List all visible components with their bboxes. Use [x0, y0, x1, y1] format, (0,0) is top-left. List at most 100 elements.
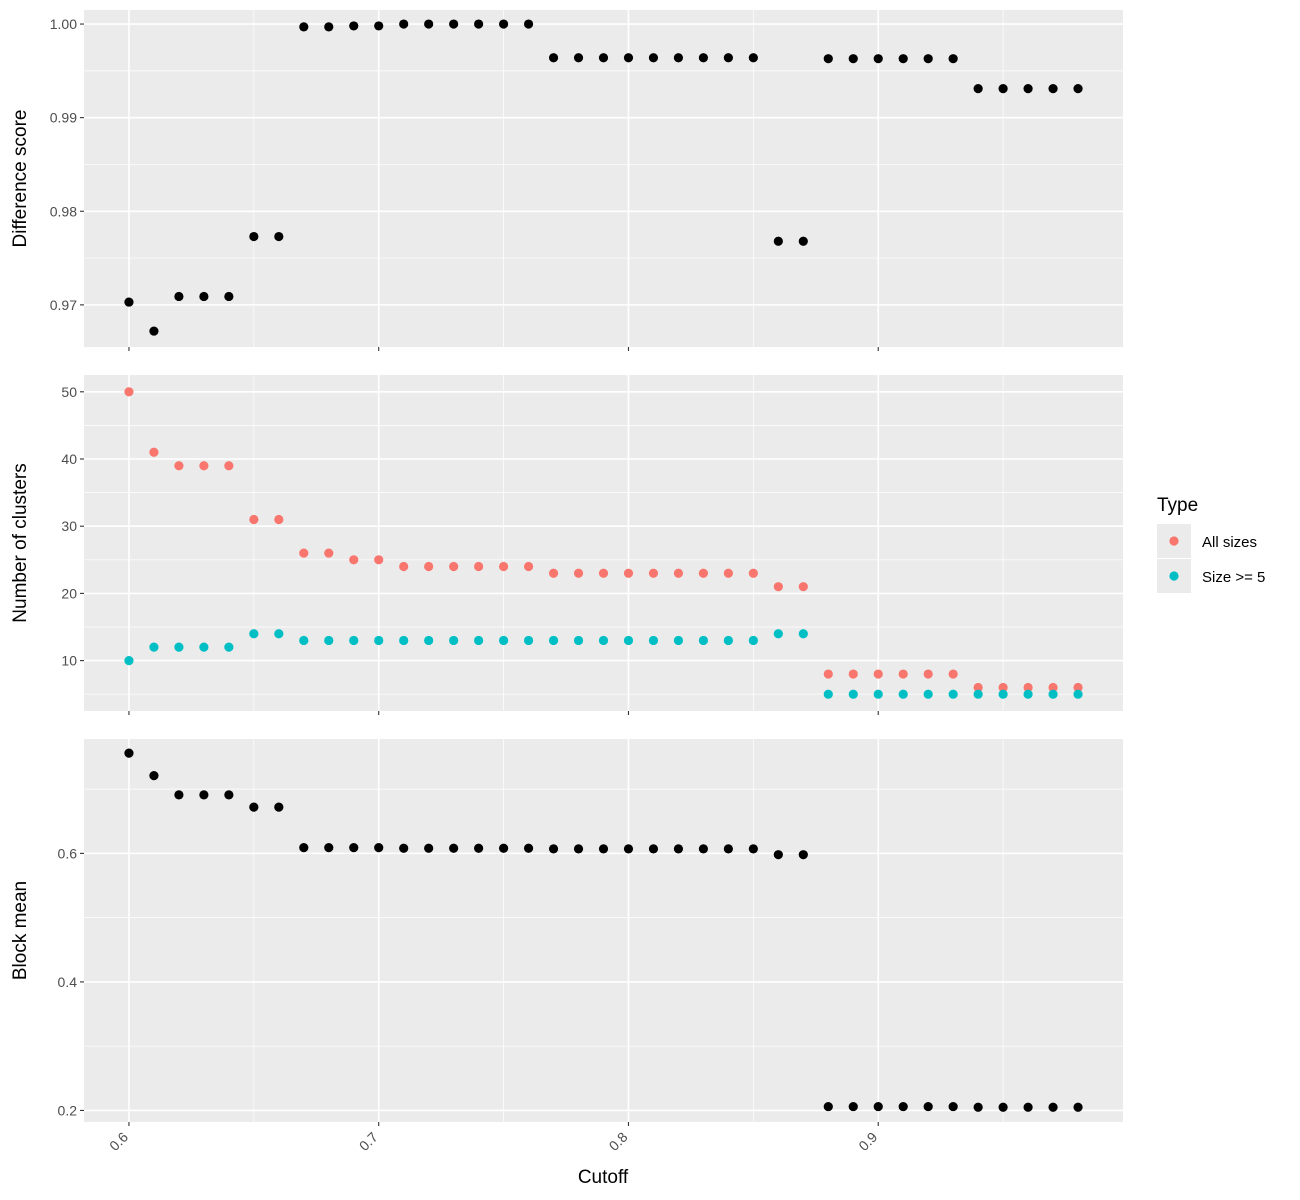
data-point — [748, 635, 758, 646]
data-point — [124, 387, 134, 397]
data-point — [923, 669, 933, 679]
data-point — [249, 802, 259, 812]
data-point — [399, 843, 409, 853]
y-tick-label: 50 — [61, 384, 77, 400]
data-point — [748, 53, 758, 63]
data-point — [873, 54, 883, 64]
legend-dot-all-sizes — [1169, 536, 1179, 546]
data-point — [573, 635, 584, 646]
data-point — [324, 548, 334, 558]
data-point — [399, 561, 409, 572]
y-tick-label: 40 — [61, 451, 77, 467]
data-point — [998, 1102, 1008, 1112]
data-point — [449, 635, 459, 646]
x-tick-label: 0.8 — [606, 1129, 631, 1154]
data-point — [1073, 84, 1083, 94]
x-tick-label: 0.6 — [106, 1129, 131, 1154]
data-point — [848, 54, 858, 64]
data-point — [299, 635, 309, 646]
data-point — [498, 843, 509, 853]
data-point — [399, 19, 409, 29]
data-point — [424, 561, 434, 572]
y-axis-title-block-mean: Block mean — [10, 881, 31, 980]
y-tick-label: 0.6 — [58, 845, 78, 861]
data-point — [449, 843, 459, 853]
data-point — [573, 844, 584, 854]
data-point — [623, 844, 634, 854]
data-point — [848, 1101, 858, 1112]
data-point — [648, 635, 659, 646]
data-point — [523, 635, 534, 646]
data-point — [199, 790, 209, 800]
y-tick-label: 20 — [61, 585, 77, 601]
series-size-5 — [124, 629, 1083, 699]
y-tick-label: 0.98 — [50, 203, 77, 219]
data-point — [548, 844, 559, 854]
data-point — [648, 844, 659, 854]
data-point — [399, 635, 409, 646]
y-tick-label: 10 — [61, 653, 77, 669]
x-tick-label: 0.9 — [855, 1129, 880, 1154]
data-point — [249, 629, 259, 639]
data-point — [249, 514, 259, 525]
data-point — [474, 843, 484, 853]
data-point — [898, 669, 908, 679]
legend-label-size-5: Size >= 5 — [1202, 569, 1265, 586]
data-point — [798, 850, 808, 860]
data-point — [673, 568, 684, 578]
data-point — [948, 669, 958, 679]
y-tick-label: 0.2 — [58, 1102, 78, 1118]
data-point — [548, 635, 559, 646]
data-point — [773, 582, 783, 592]
x-axis-title: Cutoff — [578, 1167, 629, 1188]
data-point — [498, 635, 509, 646]
data-point — [474, 635, 484, 646]
data-point — [224, 790, 234, 800]
data-point — [623, 568, 634, 578]
y-tick-label: 0.97 — [50, 297, 77, 313]
data-point — [1048, 689, 1058, 699]
data-point — [748, 844, 758, 854]
legend: Type All sizes Size >= 5 — [1157, 495, 1265, 593]
data-point — [1048, 1102, 1058, 1112]
data-point — [648, 53, 659, 63]
data-point — [199, 642, 209, 652]
data-point — [124, 297, 134, 307]
data-point — [474, 561, 484, 572]
data-point — [124, 748, 134, 758]
chart-panels: 0.97 0.98 0.99 1.00 Difference score 10 20 30 40… — [10, 10, 1123, 1126]
data-point — [149, 771, 159, 781]
data-point — [923, 689, 933, 699]
data-point — [249, 231, 259, 242]
data-point — [374, 21, 384, 31]
data-point — [573, 53, 584, 63]
data-point — [748, 568, 758, 578]
data-point — [798, 629, 808, 639]
data-point — [673, 53, 684, 63]
panel-background — [84, 10, 1123, 347]
data-point — [174, 461, 184, 471]
data-point — [299, 843, 309, 853]
data-point — [623, 53, 634, 63]
data-point — [274, 231, 284, 242]
data-point — [449, 561, 459, 572]
legend-label-all-sizes: All sizes — [1202, 534, 1257, 551]
data-point — [823, 1101, 833, 1112]
series-all-sizes — [124, 387, 1083, 693]
data-point — [998, 84, 1008, 94]
data-point — [224, 461, 234, 471]
data-point — [424, 843, 434, 853]
data-point — [848, 689, 858, 699]
data-point — [973, 84, 983, 94]
data-point — [324, 22, 334, 32]
data-point — [149, 447, 159, 457]
data-point — [498, 19, 509, 29]
data-point — [174, 642, 184, 652]
data-point — [324, 843, 334, 853]
data-point — [923, 1101, 933, 1112]
data-point — [898, 689, 908, 699]
data-point — [1048, 84, 1058, 94]
data-point — [349, 635, 359, 646]
data-point — [523, 561, 534, 572]
data-point — [873, 669, 883, 679]
